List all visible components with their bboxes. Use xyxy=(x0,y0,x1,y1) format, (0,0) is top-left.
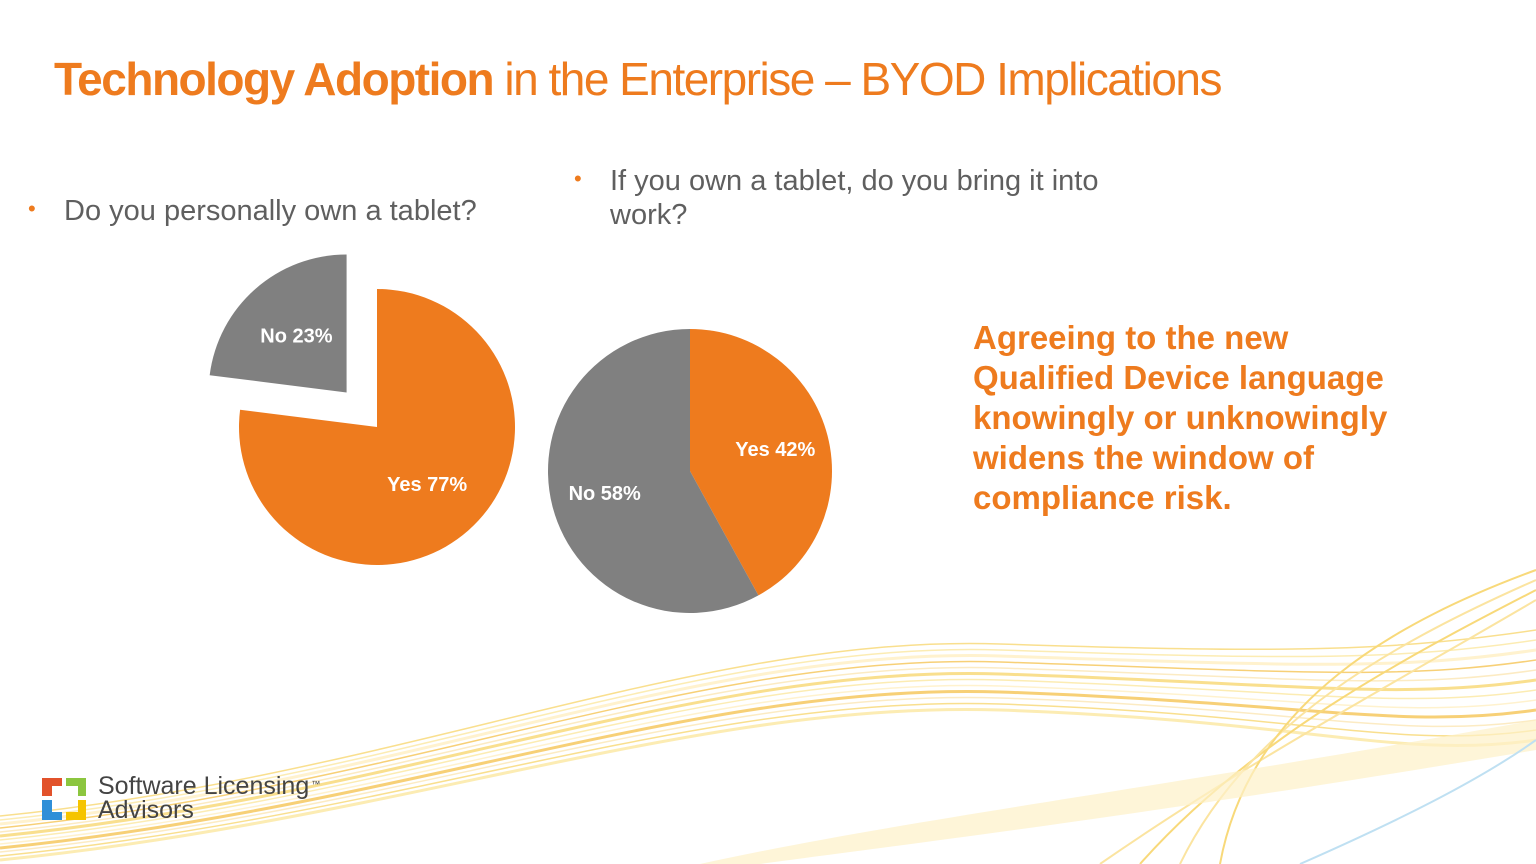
pie-slice xyxy=(690,329,832,596)
bullet-question-1: • Do you personally own a tablet? xyxy=(28,194,544,228)
pie-chart-bring-to-work: Yes 42% No 58% xyxy=(548,329,832,613)
page-title: Technology Adoption in the Enterprise – … xyxy=(54,52,1222,106)
bullet-dot-icon: • xyxy=(28,196,36,221)
pie-slice-label: No 58% xyxy=(569,483,641,505)
title-bold: Technology Adoption xyxy=(54,53,495,105)
logo-wordmark: Software Licensing ™ Advisors xyxy=(98,772,321,824)
bullet-text-2: If you own a tablet, do you bring it int… xyxy=(610,165,1099,231)
title-rest: in the Enterprise – BYOD Implications xyxy=(493,53,1222,105)
pie-slice-label: No 23% xyxy=(260,326,332,348)
logo-line1: Software Licensing xyxy=(98,772,310,800)
logo-icon xyxy=(42,778,86,820)
logo-line2: Advisors xyxy=(98,796,194,824)
decorative-waves xyxy=(0,569,1536,864)
callout-text: Agreeing to the new Qualified Device lan… xyxy=(973,319,1388,516)
pie-slice xyxy=(239,289,515,565)
pie-slice-label: Yes 42% xyxy=(735,439,815,461)
pie-chart-own-tablet: Yes 77% No 23% xyxy=(209,254,515,565)
bullet-text-1: Do you personally own a tablet? xyxy=(64,195,477,227)
bullet-dot-icon: • xyxy=(574,166,582,191)
pie-slice xyxy=(209,254,347,393)
bullet-question-2: • If you own a tablet, do you bring it i… xyxy=(574,164,1130,232)
pie-slice-label: Yes 77% xyxy=(387,474,467,496)
pie-slice xyxy=(548,329,759,613)
logo-tm: ™ xyxy=(311,779,321,789)
